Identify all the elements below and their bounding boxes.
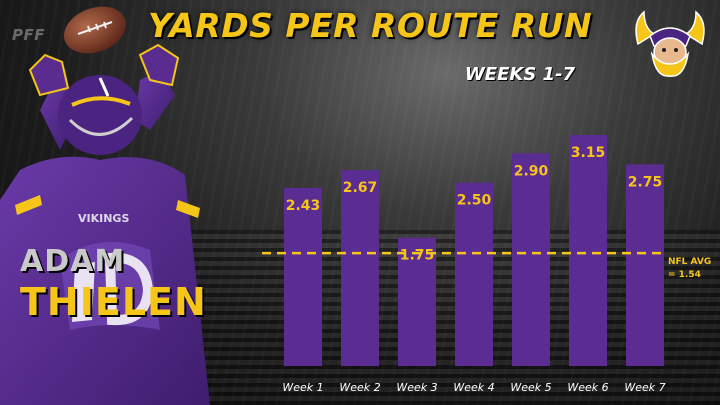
x-tick-label: Week 2 (339, 381, 380, 394)
bar-week-6 (569, 135, 607, 366)
player-last-name: THIELEN (20, 280, 207, 324)
x-tick-label: Week 3 (396, 381, 437, 394)
chart-subtitle: WEEKS 1-7 (464, 64, 576, 85)
bar-value-label: 3.15 (571, 145, 606, 161)
jersey-text: VIKINGS (78, 212, 129, 225)
football-icon (64, 6, 126, 54)
bar-value-label: 2.43 (286, 198, 321, 214)
bar-value-label: 2.90 (514, 163, 549, 179)
bar-week-4 (455, 182, 493, 366)
pff-logo: PFF (12, 26, 45, 44)
x-tick-label: Week 4 (453, 381, 494, 394)
bar-week-1 (284, 187, 322, 366)
glove-icon (28, 43, 180, 97)
x-tick-label: Week 1 (282, 381, 323, 394)
x-tick-label: Week 7 (624, 381, 665, 394)
helmet-icon (58, 75, 142, 155)
nfl-average-label: NFL AVG = 1.54 (668, 256, 718, 282)
vikings-logo-icon (635, 10, 705, 77)
bar-week-7 (626, 164, 664, 366)
bar-value-label: 2.50 (457, 193, 492, 209)
bar-week-5 (512, 153, 550, 366)
player-illustration: VIKINGS (0, 6, 210, 405)
nfl-average-label-line1: NFL AVG (668, 257, 712, 267)
chart-title: YARDS PER ROUTE RUN (148, 6, 593, 45)
x-tick-label: Week 6 (567, 381, 608, 394)
nfl-average-label-line2: = 1.54 (668, 270, 701, 280)
bar-week-3 (398, 237, 436, 366)
bar-week-2 (341, 170, 379, 366)
bar-value-label: 1.75 (400, 248, 435, 264)
x-tick-label: Week 5 (510, 381, 551, 394)
player-first-name: ADAM (20, 244, 126, 279)
bar-value-label: 2.75 (628, 174, 663, 190)
bar-value-label: 2.67 (343, 180, 378, 196)
